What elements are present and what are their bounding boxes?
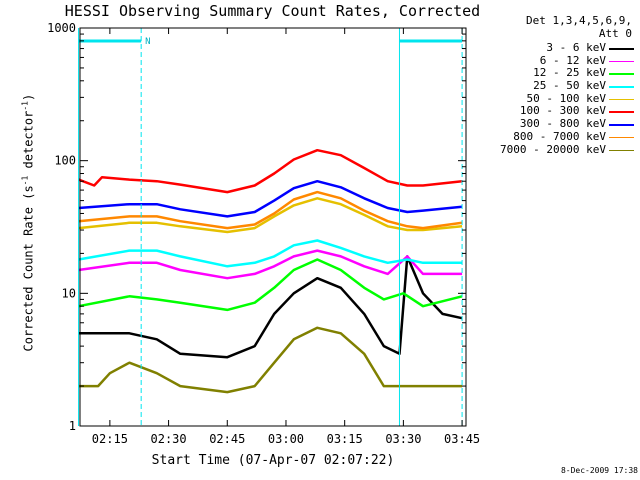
y-axis-label-part3: ) <box>21 93 36 102</box>
legend-label: 25 - 50 keV <box>533 79 606 93</box>
legend-item: 800 - 7000 keV <box>478 129 638 144</box>
legend-swatch <box>609 48 634 50</box>
legend-swatch <box>609 60 634 63</box>
chart-title: HESSI Observing Summary Count Rates, Cor… <box>64 2 481 20</box>
legend-swatch <box>609 149 634 151</box>
legend-label: 6 - 12 keV <box>539 53 606 67</box>
legend-swatch <box>609 98 634 101</box>
series-line-4 <box>78 197 463 234</box>
x-tick-label-4: 03:15 <box>327 432 363 446</box>
y-axis-label-exponent2: -1 <box>20 101 30 111</box>
legend-item: 50 - 100 keV <box>478 91 638 106</box>
series-line-3 <box>78 239 463 268</box>
legend-item: 25 - 50 keV <box>478 80 638 93</box>
plot-frame <box>79 27 467 427</box>
y-axis-label-part2: detector <box>21 110 36 176</box>
series-line-8 <box>78 326 463 394</box>
legend-label: 50 - 100 keV <box>526 91 606 105</box>
x-tick-label-5: 03:30 <box>385 432 421 446</box>
legend-label: 800 - 7000 keV <box>513 129 606 143</box>
x-axis-label: Start Time (07-Apr-07 02:07:22) <box>151 453 395 468</box>
series-line-5 <box>78 148 463 194</box>
series-line-0 <box>78 255 463 359</box>
series-line-7 <box>78 190 463 230</box>
x-tick-label-0: 02:15 <box>92 432 128 446</box>
legend-item: 6 - 12 keV <box>478 53 638 68</box>
detector-note-line1: Det 1,3,4,5,6,9, <box>526 14 632 27</box>
x-tick-label-2: 02:45 <box>209 432 245 446</box>
y-axis-label: Corrected Count Rate (s-1 detector-1) <box>20 94 36 352</box>
series-line-1 <box>78 249 463 280</box>
saa-flag-label: N <box>145 37 150 47</box>
x-tick-label-6: 03:45 <box>444 432 480 446</box>
legend-swatch <box>609 111 634 113</box>
legend-swatch <box>609 73 634 75</box>
legend-label: 12 - 25 keV <box>533 66 606 80</box>
axis-layer: 02:15 02:30 02:45 03:00 03:15 03:30 03:45 1 10 10… <box>47 21 480 446</box>
y-tick-label-2: 100 <box>54 154 76 168</box>
legend-swatch <box>609 136 634 139</box>
legend-label: 3 - 6 keV <box>546 41 606 54</box>
y-axis-label-part1: Corrected Count Rate (s <box>21 185 36 352</box>
x-tick-label-1: 02:30 <box>151 432 187 446</box>
y-tick-label-3: 1000 <box>47 21 76 35</box>
legend: 3 - 6 keV 6 - 12 keV 12 - 25 keV 25 - 50 ke… <box>478 42 638 156</box>
legend-swatch <box>609 86 634 88</box>
legend-label: 7000 - 20000 keV <box>500 142 606 156</box>
x-tick-label-3: 03:00 <box>268 432 304 446</box>
series-line-6 <box>78 179 463 218</box>
y-tick-label-0: 1 <box>69 419 76 433</box>
marker-layer: N <box>78 28 463 426</box>
legend-item: 12 - 25 keV <box>478 67 638 80</box>
legend-label: 100 - 300 keV <box>519 104 606 118</box>
legend-item: 300 - 800 keV <box>478 118 638 131</box>
y-axis-label-exponent1: -1 <box>20 175 30 186</box>
legend-item: 100 - 300 keV <box>478 105 638 118</box>
detector-note-line2: Att 0 <box>598 27 632 40</box>
y-tick-label-1: 10 <box>62 286 76 300</box>
legend-item: 3 - 6 keV <box>478 42 638 55</box>
date-stamp: 8-Dec-2009 17:38 <box>560 466 638 475</box>
series-line-2 <box>78 258 463 312</box>
legend-label: 300 - 800 keV <box>519 117 606 131</box>
legend-item: 7000 - 20000 keV <box>478 142 638 157</box>
legend-swatch <box>609 124 634 126</box>
series-layer <box>78 148 463 394</box>
